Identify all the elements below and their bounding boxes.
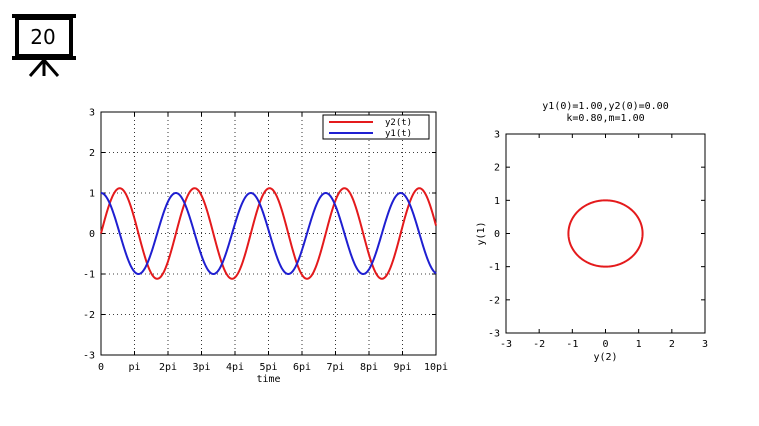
legend-label: y2(t): [385, 118, 412, 128]
x-tick-label: 8pi: [360, 362, 378, 373]
x-tick-label: -2: [533, 339, 545, 350]
x-tick-label: 6pi: [293, 362, 311, 373]
y-tick-label: -1: [83, 270, 95, 281]
x-tick-label: 0: [602, 339, 608, 350]
y-tick-label: -3: [488, 329, 500, 340]
x-axis-label: time: [256, 374, 280, 385]
y-tick-label: 2: [89, 148, 95, 159]
y-tick-label: 0: [494, 229, 500, 240]
phase-curve-1: [567, 199, 644, 268]
x-tick-label: -1: [566, 339, 578, 350]
phase-portrait-chart: -3 -2 -1 0 1 2 3 -3 -2 -1 0 1 2 3 y1(0)=1.00,y2(0)=0.0…: [476, 101, 708, 363]
series-line-1: [100, 187, 437, 280]
y-tick-label: -1: [488, 262, 500, 273]
y-axis-label: y(1): [476, 221, 487, 245]
x-tick-label: 7pi: [326, 362, 344, 373]
legend-label: y1(t): [385, 129, 412, 139]
x-tick-label: 2pi: [159, 362, 177, 373]
x-tick-label: 9pi: [393, 362, 411, 373]
presentation-board-icon: [12, 14, 76, 77]
y-tick-label: -3: [83, 351, 95, 362]
x-tick-label: 0: [98, 362, 104, 373]
plot-frame: [505, 133, 706, 334]
x-tick-label: 2: [669, 339, 675, 350]
chart-subtitle: k=0.80,m=1.00: [566, 113, 644, 124]
series-line-2: [100, 191, 437, 276]
time-series-chart: 0 pi 2pi 3pi 4pi 5pi 6pi 7pi 8pi 9pi 10pi -3 -2 -1 0 1 2…: [83, 108, 448, 386]
y-tick-label: 3: [89, 108, 95, 119]
x-tick-label: 3pi: [192, 362, 210, 373]
x-tick-label: 4pi: [226, 362, 244, 373]
x-tick-label: 5pi: [259, 362, 277, 373]
x-tick-label: 3: [702, 339, 708, 350]
x-tick-label: 10pi: [424, 362, 448, 373]
x-axis-label: y(2): [593, 352, 617, 363]
y-tick-label: 1: [89, 189, 95, 200]
y-tick-label: 2: [494, 163, 500, 174]
legend-box: [322, 114, 430, 140]
slide-number: 20: [30, 25, 56, 49]
x-tick-label: -3: [500, 339, 512, 350]
x-tick-label: pi: [128, 362, 140, 373]
y-tick-label: 0: [89, 229, 95, 240]
y-tick-label: 1: [494, 196, 500, 207]
x-tick-label: 1: [636, 339, 642, 350]
chart-title: y1(0)=1.00,y2(0)=0.00: [542, 101, 668, 112]
y-tick-label: -2: [83, 310, 95, 321]
y-tick-label: -2: [488, 295, 500, 306]
y-tick-label: 3: [494, 130, 500, 141]
